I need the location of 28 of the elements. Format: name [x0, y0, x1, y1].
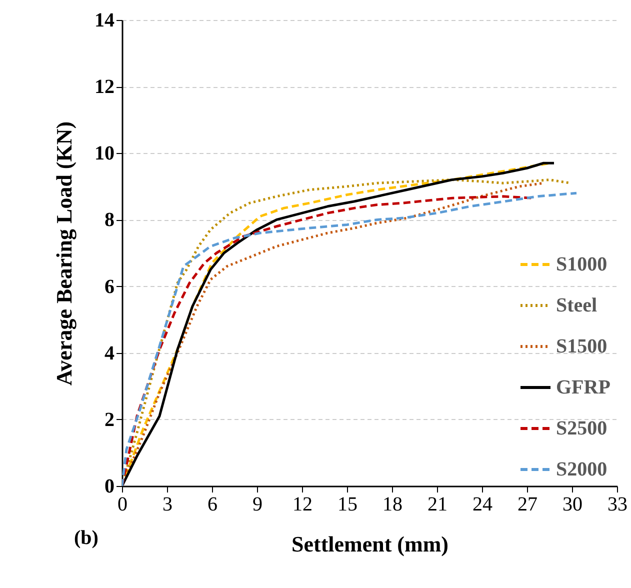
y-tick-label: 0 — [104, 476, 114, 498]
text: (b) — [74, 527, 98, 549]
y-axis-title: Average Bearing Load (KN) — [52, 121, 76, 386]
legend-label: Steel — [556, 294, 598, 316]
legend-label: S2000 — [556, 458, 608, 480]
x-tick-label: 9 — [252, 494, 262, 516]
y-tick-label: 14 — [94, 10, 114, 32]
y-tick-label: 10 — [94, 142, 114, 165]
y-tick-label: 12 — [94, 76, 114, 98]
y-tick-label: 2 — [104, 408, 114, 431]
y-tick-label: 6 — [104, 276, 114, 298]
x-tick-label: 27 — [518, 494, 538, 516]
x-tick-label: 18 — [382, 494, 402, 516]
x-tick-label: 12 — [292, 494, 312, 516]
y-tick-label: 4 — [104, 342, 114, 364]
x-tick-label: 15 — [338, 494, 358, 516]
x-tick-label: 3 — [162, 494, 172, 516]
legend-label: S2500 — [556, 418, 608, 440]
y-tick-label: 8 — [104, 209, 114, 232]
x-tick-label: 33 — [608, 494, 628, 516]
x-axis-title: Settlement (mm) — [292, 532, 448, 556]
x-tick-label: 21 — [428, 494, 448, 516]
x-tick-label: 24 — [472, 494, 492, 516]
legend-label: S1500 — [556, 336, 608, 358]
legend-label: GFRP — [556, 376, 610, 398]
legend-label: S1000 — [556, 254, 608, 276]
x-tick-label: 30 — [562, 494, 582, 516]
x-tick-label: 6 — [208, 494, 218, 516]
